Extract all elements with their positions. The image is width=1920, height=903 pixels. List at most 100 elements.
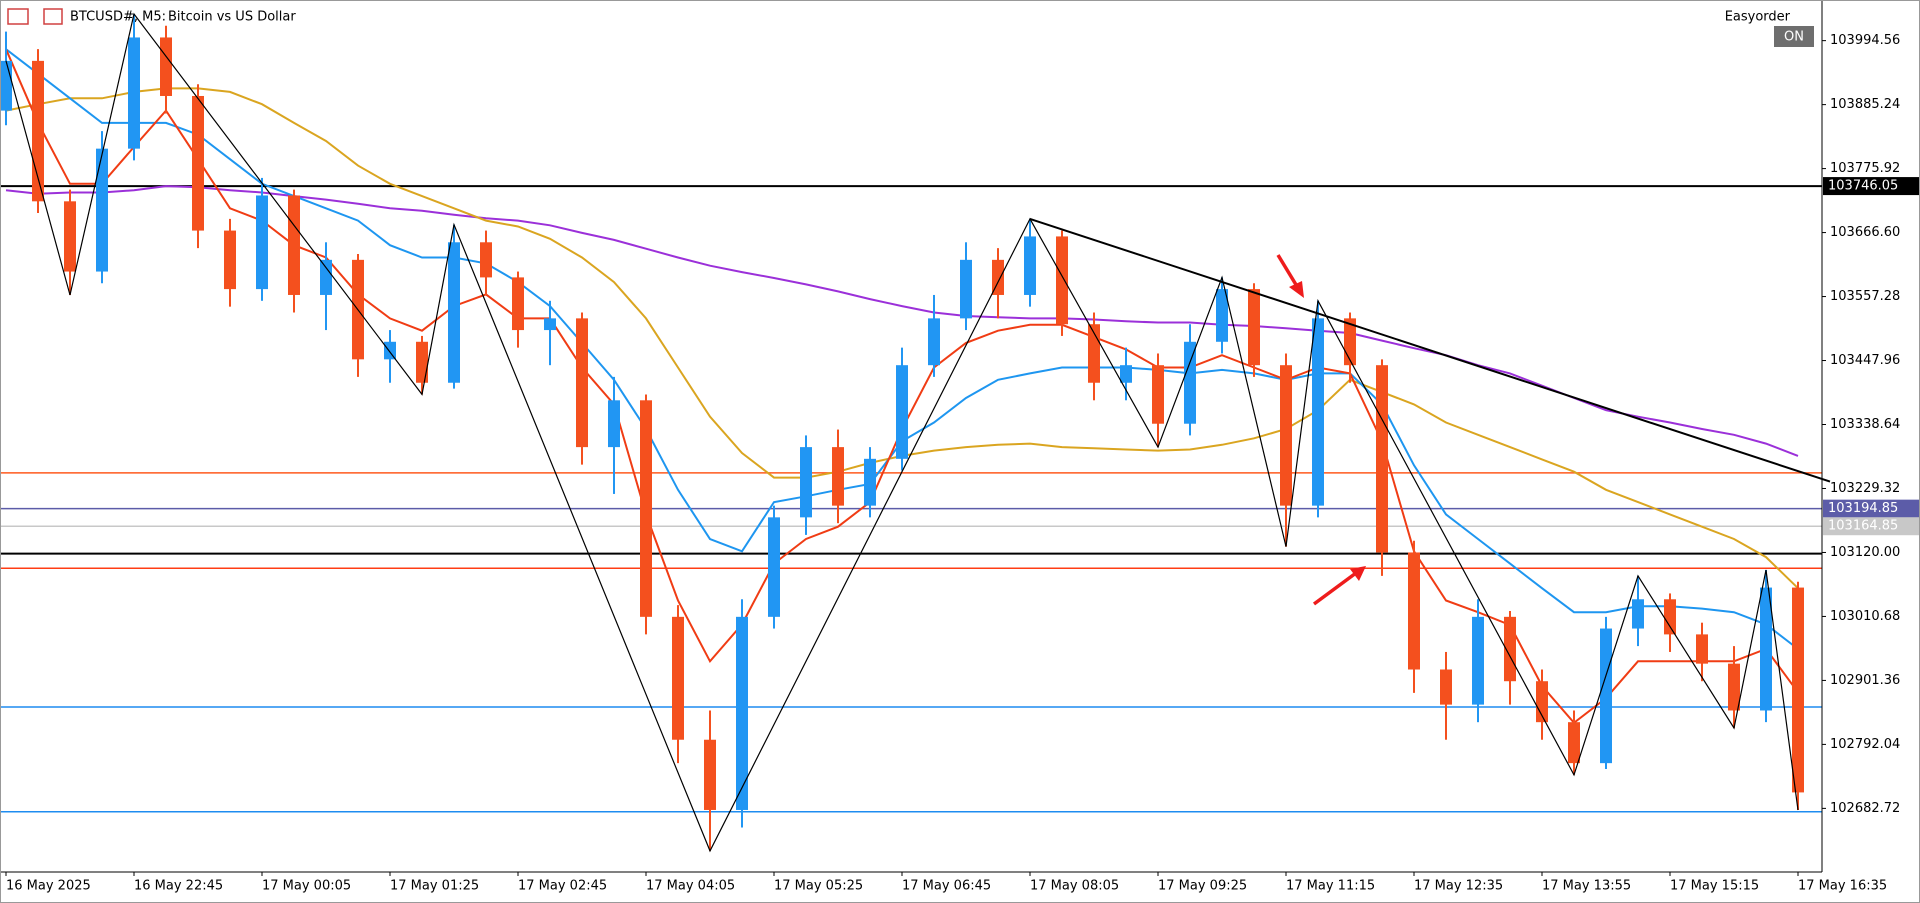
x-tick-label: 17 May 05:25 — [774, 879, 863, 894]
candle-body — [1440, 669, 1452, 705]
arrow-head — [1289, 281, 1304, 298]
x-tick-label: 16 May 22:45 — [134, 879, 223, 894]
candle-body — [448, 242, 460, 383]
x-tick-label: 17 May 04:05 — [646, 879, 735, 894]
candle-body — [64, 201, 76, 272]
candle-body — [480, 242, 492, 278]
candle-body — [864, 458, 876, 506]
x-tick-label: 17 May 06:45 — [902, 879, 991, 894]
candle-body — [1024, 236, 1036, 295]
x-tick-label: 17 May 00:05 — [262, 879, 351, 894]
candle-body — [608, 400, 620, 448]
y-tick-label: 103557.28 — [1830, 289, 1900, 304]
price-tag — [1823, 499, 1919, 518]
price-tag-label: 103164.85 — [1828, 519, 1898, 534]
candle-body — [512, 277, 524, 331]
candle-body — [288, 195, 300, 295]
candle-body — [1056, 236, 1068, 325]
candle-body — [1568, 722, 1580, 764]
y-tick-label: 102682.72 — [1830, 801, 1900, 816]
zigzag — [5, 12, 1799, 853]
candle-body — [1280, 365, 1292, 506]
candle-body — [1184, 341, 1196, 424]
y-tick-label: 103447.96 — [1830, 353, 1900, 368]
arrow — [1276, 254, 1300, 289]
candle-body — [128, 37, 140, 149]
y-tick-label: 103338.64 — [1830, 417, 1900, 432]
y-tick-label: 103120.00 — [1830, 545, 1900, 560]
candle-body — [704, 739, 716, 810]
candle-body — [672, 616, 684, 740]
y-tick-label: 103229.32 — [1830, 481, 1900, 496]
candle-body — [736, 616, 748, 810]
candle-body — [416, 341, 428, 383]
candle-body — [192, 95, 204, 231]
y-tick-label: 102792.04 — [1830, 737, 1900, 752]
y-tick-label: 103885.24 — [1830, 97, 1900, 112]
x-tick-label: 17 May 12:35 — [1414, 879, 1503, 894]
candle-body — [896, 365, 908, 459]
candle-body — [320, 259, 332, 295]
candle-body — [1632, 599, 1644, 629]
candle-body — [256, 195, 268, 290]
price-tag — [1823, 517, 1919, 536]
chart-icon[interactable] — [43, 8, 63, 25]
candle-body — [160, 37, 172, 96]
price-tag-label: 103194.85 — [1828, 501, 1898, 516]
candle-body — [384, 341, 396, 360]
y-tick-label: 103775.92 — [1830, 161, 1900, 176]
x-tick-label: 17 May 09:25 — [1158, 879, 1247, 894]
annotations — [1276, 254, 1366, 606]
arrow — [1312, 571, 1358, 606]
candle-body — [576, 318, 588, 448]
candle-body — [1664, 599, 1676, 635]
x-tick-label: 17 May 08:05 — [1030, 879, 1119, 894]
moving-average — [5, 185, 1799, 457]
candle-body — [960, 259, 972, 319]
y-tick-label: 103994.56 — [1830, 33, 1900, 48]
description: Bitcoin vs US Dollar — [168, 10, 296, 25]
on-button-label[interactable]: ON — [1784, 30, 1804, 45]
candle-body — [1760, 587, 1772, 711]
candle-body — [32, 60, 44, 202]
candle-body — [1536, 681, 1548, 723]
candle-body — [1376, 365, 1388, 553]
candle-body — [1504, 616, 1516, 682]
candle-body — [1120, 365, 1132, 383]
x-tick-label: 17 May 16:35 — [1798, 879, 1887, 894]
menu-icon[interactable] — [7, 8, 29, 25]
candle-body — [832, 447, 844, 506]
candle-body — [1792, 587, 1804, 793]
candle-body — [1600, 628, 1612, 764]
x-tick-label: 16 May 2025 — [6, 879, 91, 894]
x-tick-label: 17 May 11:15 — [1286, 879, 1375, 894]
x-tick-label: 17 May 01:25 — [390, 879, 479, 894]
x-tick-label: 17 May 13:55 — [1542, 879, 1631, 894]
on-button[interactable] — [1774, 26, 1814, 47]
candle-body — [544, 318, 556, 331]
candle-body — [1216, 289, 1228, 342]
candle-body — [800, 447, 812, 518]
x-tick-label: 17 May 15:15 — [1670, 879, 1759, 894]
candle-body — [0, 60, 12, 111]
y-tick-label: 103010.68 — [1830, 609, 1900, 624]
trendline — [1029, 217, 1831, 483]
candle-body — [1152, 365, 1164, 424]
header: BTCUSD#, M5: Bitcoin vs US Dollar Easyor… — [7, 8, 1814, 47]
candle-body — [1728, 663, 1740, 711]
y-tick-label: 103666.60 — [1830, 225, 1900, 240]
candle-body — [640, 400, 652, 617]
candle-body — [1696, 634, 1708, 664]
symbol: BTCUSD#, M5: — [70, 10, 166, 25]
arrow-head — [1350, 566, 1366, 581]
candle-body — [96, 148, 108, 272]
y-tick-label: 102901.36 — [1830, 673, 1900, 688]
price-tag — [1823, 177, 1919, 196]
candle-body — [224, 230, 236, 290]
candle-body — [768, 517, 780, 617]
candle-body — [1408, 552, 1420, 670]
candle-body — [928, 318, 940, 366]
candle-body — [1472, 616, 1484, 705]
